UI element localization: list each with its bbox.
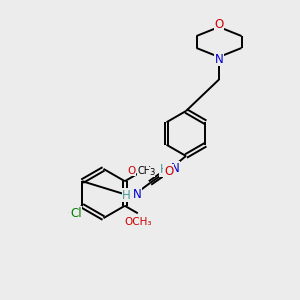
Text: H: H bbox=[122, 188, 131, 202]
Text: N: N bbox=[214, 53, 224, 66]
Text: CH: CH bbox=[138, 166, 152, 176]
Text: OCH₃: OCH₃ bbox=[124, 217, 152, 227]
Text: N: N bbox=[170, 161, 179, 175]
Text: N: N bbox=[133, 188, 142, 201]
Text: O: O bbox=[164, 164, 173, 178]
Text: 3: 3 bbox=[150, 167, 155, 176]
Text: H: H bbox=[160, 163, 169, 176]
Text: Cl: Cl bbox=[70, 207, 82, 220]
Text: O: O bbox=[214, 18, 224, 31]
Text: O: O bbox=[128, 166, 136, 176]
